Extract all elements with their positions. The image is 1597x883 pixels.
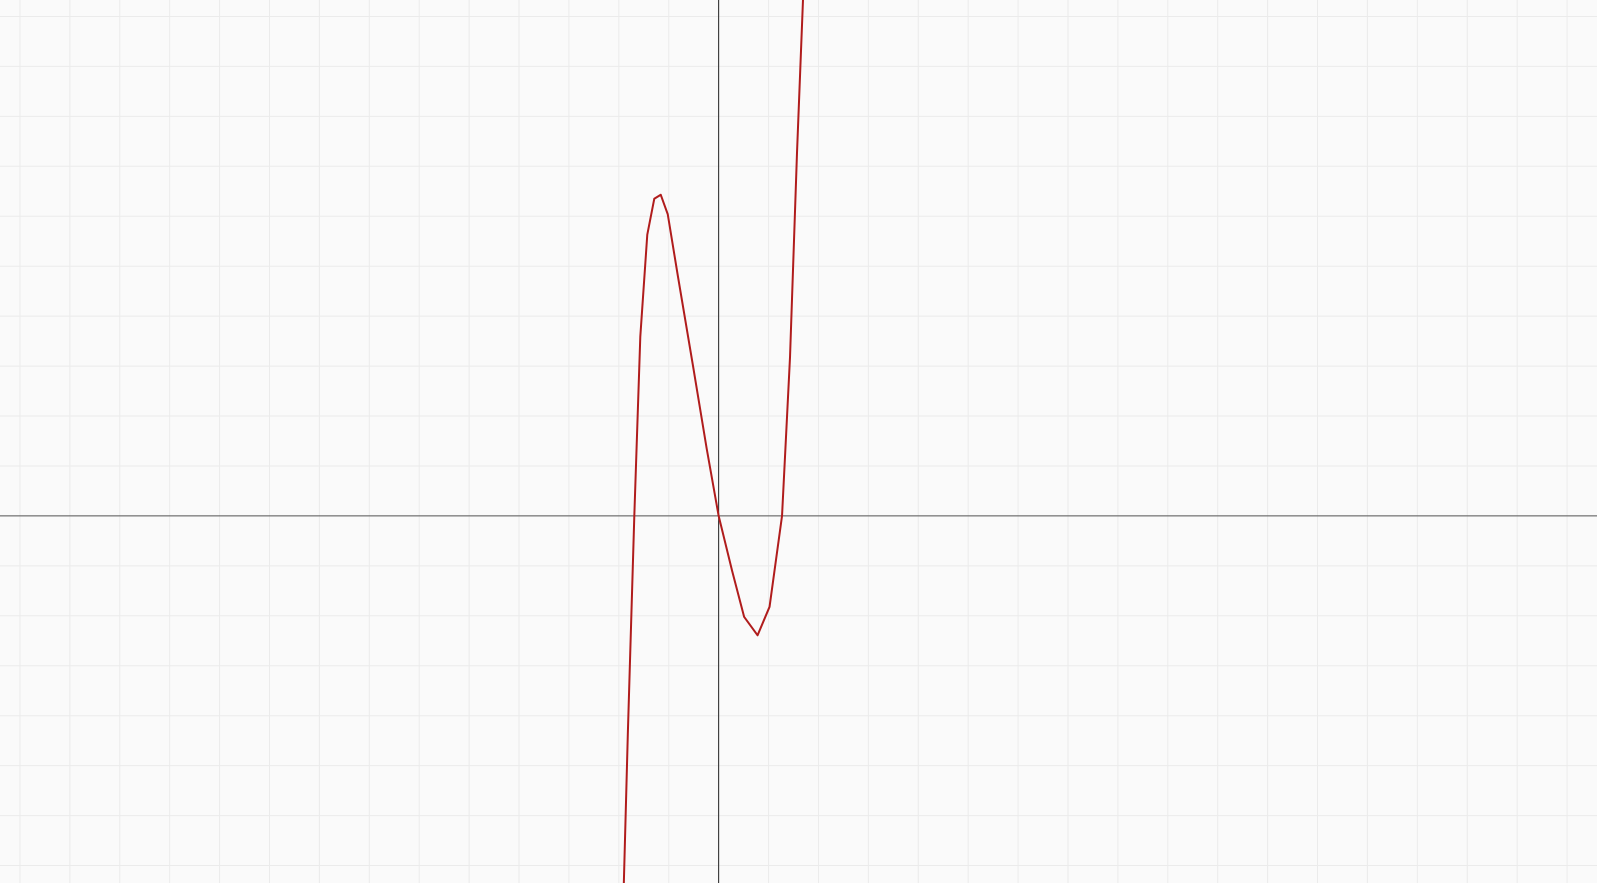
curve [622,0,804,883]
